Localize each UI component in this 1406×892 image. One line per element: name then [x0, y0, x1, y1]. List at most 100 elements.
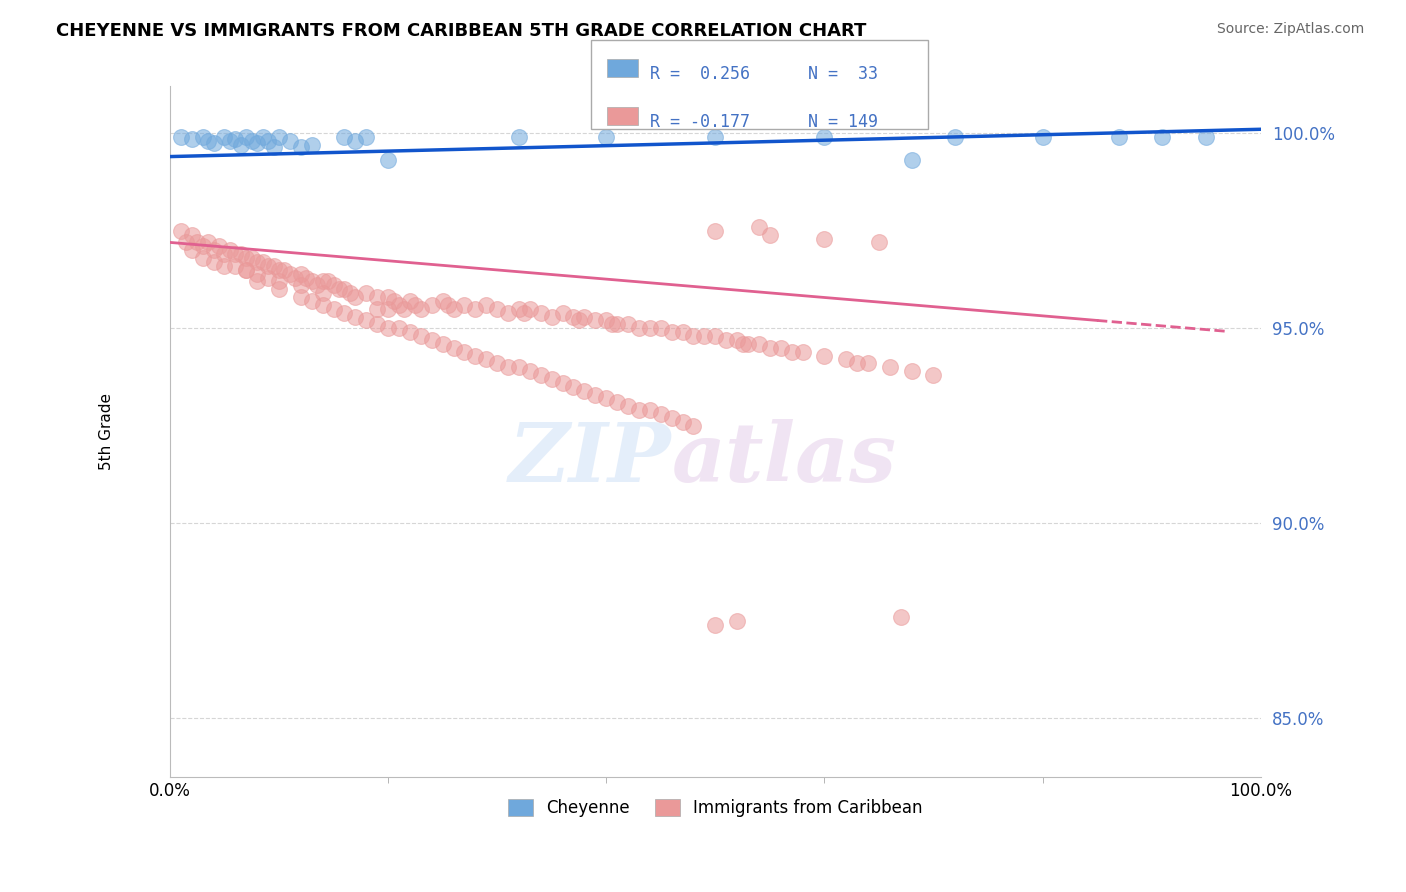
Point	[278, 267, 301, 281]
Point	[835, 352, 858, 367]
Point	[290, 267, 312, 281]
Point	[301, 293, 323, 308]
Point	[174, 235, 197, 250]
Point	[868, 235, 890, 250]
Point	[780, 344, 803, 359]
Point	[890, 610, 912, 624]
Point	[224, 247, 246, 261]
Point	[267, 274, 290, 288]
Point	[399, 293, 422, 308]
Point	[627, 403, 650, 417]
Point	[186, 235, 208, 250]
Point	[208, 239, 231, 253]
Point	[202, 244, 225, 258]
Point	[682, 329, 704, 343]
Point	[432, 336, 454, 351]
Point	[328, 282, 350, 296]
Point	[600, 318, 623, 332]
Point	[813, 231, 835, 245]
Legend: Cheyenne, Immigrants from Caribbean: Cheyenne, Immigrants from Caribbean	[501, 792, 929, 824]
Point	[388, 298, 411, 312]
Point	[437, 298, 460, 312]
Point	[290, 140, 312, 154]
Point	[671, 415, 693, 429]
Point	[606, 318, 628, 332]
Text: atlas: atlas	[672, 419, 897, 500]
Point	[311, 298, 333, 312]
Point	[1195, 130, 1218, 145]
Point	[595, 313, 617, 327]
Point	[714, 333, 737, 347]
Point	[574, 384, 596, 398]
Point	[574, 310, 596, 324]
Point	[322, 301, 344, 316]
Point	[240, 134, 263, 148]
Point	[267, 282, 290, 296]
Point	[235, 251, 257, 265]
Point	[339, 286, 361, 301]
Point	[399, 325, 422, 339]
Point	[562, 310, 585, 324]
Point	[943, 130, 966, 145]
Point	[475, 352, 498, 367]
Point	[617, 318, 640, 332]
Point	[388, 321, 411, 335]
Point	[530, 368, 553, 382]
Point	[530, 305, 553, 319]
Point	[540, 372, 562, 386]
Point	[344, 290, 367, 304]
Point	[180, 244, 202, 258]
Point	[704, 130, 727, 145]
Point	[583, 387, 606, 401]
Point	[420, 333, 443, 347]
Point	[432, 293, 454, 308]
Point	[224, 259, 246, 273]
Point	[1108, 130, 1130, 145]
Point	[180, 132, 202, 146]
Text: Source: ZipAtlas.com: Source: ZipAtlas.com	[1216, 22, 1364, 37]
Point	[595, 130, 617, 145]
Point	[394, 301, 416, 316]
Point	[693, 329, 716, 343]
Point	[486, 356, 509, 370]
Point	[290, 278, 312, 293]
Point	[453, 298, 475, 312]
Point	[229, 137, 252, 152]
Point	[650, 407, 672, 421]
Point	[617, 399, 640, 413]
Point	[508, 130, 530, 145]
Point	[246, 274, 269, 288]
Point	[246, 255, 269, 269]
Point	[191, 130, 214, 145]
Point	[214, 130, 236, 145]
Text: ZIP: ZIP	[509, 419, 672, 500]
Point	[229, 247, 252, 261]
Point	[508, 360, 530, 375]
Point	[486, 301, 509, 316]
Text: R = -0.177: R = -0.177	[650, 113, 749, 131]
Point	[661, 411, 683, 425]
Point	[202, 255, 225, 269]
Point	[671, 325, 693, 339]
Point	[366, 290, 388, 304]
Point	[219, 134, 242, 148]
Point	[595, 392, 617, 406]
Point	[344, 134, 367, 148]
Point	[295, 270, 318, 285]
Point	[354, 313, 377, 327]
Point	[627, 321, 650, 335]
Point	[748, 336, 770, 351]
Point	[443, 341, 465, 355]
Point	[377, 153, 399, 168]
Point	[263, 259, 285, 273]
Point	[737, 336, 759, 351]
Point	[792, 344, 814, 359]
Point	[1152, 130, 1174, 145]
Point	[731, 336, 754, 351]
Point	[813, 130, 835, 145]
Point	[382, 293, 405, 308]
Point	[311, 274, 333, 288]
Point	[638, 321, 661, 335]
Point	[519, 301, 541, 316]
Point	[224, 132, 246, 146]
